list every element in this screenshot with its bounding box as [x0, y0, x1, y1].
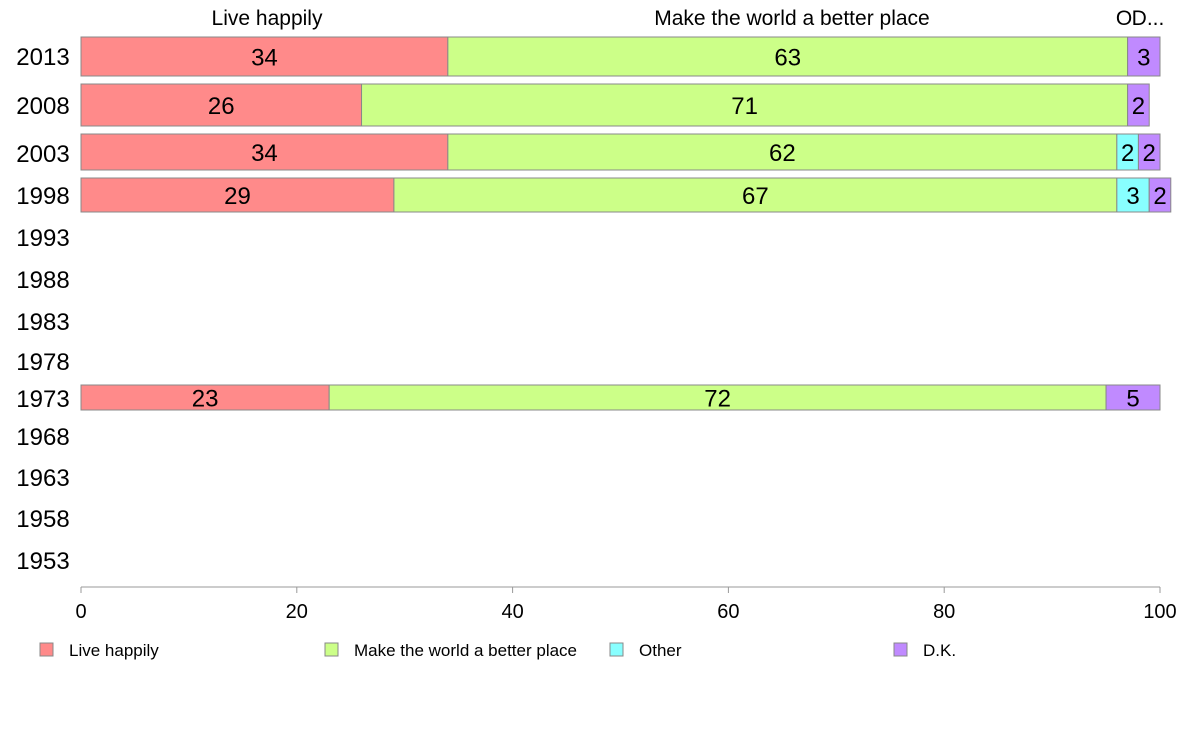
bar-segment	[80, 384, 330, 411]
legend-label: Other	[639, 641, 682, 660]
bar-segment	[80, 133, 449, 171]
bar-value-label: 62	[769, 140, 796, 167]
bar-value-label: 3	[1137, 45, 1150, 72]
bar-segment	[1116, 177, 1150, 213]
column-header-label: Make the world a better place	[654, 7, 929, 30]
year-label: 2003	[16, 141, 69, 168]
x-tick-label: 40	[501, 601, 523, 623]
bar-value-label: 26	[208, 93, 235, 120]
column-header-label: O	[1116, 7, 1132, 30]
bar-value-label: 2	[1132, 93, 1145, 120]
legend-label: D.K.	[923, 641, 956, 660]
legend-swatch	[893, 642, 908, 657]
bar-segment	[447, 36, 1129, 77]
column-header-label: D...	[1132, 7, 1165, 30]
year-label: 1993	[16, 225, 69, 252]
bar-value-label: 71	[731, 93, 758, 120]
year-label: 1988	[16, 267, 69, 294]
bar-segment	[80, 36, 449, 77]
legend-swatch	[39, 642, 54, 657]
bar-value-label: 3	[1126, 183, 1139, 210]
bar-segment	[1148, 177, 1172, 213]
bar-segment	[1105, 384, 1161, 411]
year-label: 1973	[16, 386, 69, 413]
year-label: 2013	[16, 44, 69, 71]
bar-value-label: 2	[1143, 140, 1156, 167]
x-tick-label: 0	[75, 601, 86, 623]
bar-segment	[1127, 83, 1150, 127]
year-label: 1978	[16, 349, 69, 376]
bar-segment	[393, 177, 1118, 213]
legend-label: Make the world a better place	[354, 641, 577, 660]
year-label: 1998	[16, 183, 69, 210]
bar-segment	[1137, 133, 1161, 171]
bar-value-label: 2	[1121, 140, 1134, 167]
bar-value-label: 29	[224, 183, 251, 210]
legend-swatch	[609, 642, 624, 657]
bar-value-label: 67	[742, 183, 769, 210]
bar-value-label: 34	[251, 140, 278, 167]
x-tick-label: 100	[1143, 601, 1176, 623]
bar-segment	[447, 133, 1118, 171]
bar-value-label: 63	[774, 45, 801, 72]
x-tick-label: 20	[286, 601, 308, 623]
year-label: 1968	[16, 424, 69, 451]
x-tick-label: 60	[717, 601, 739, 623]
year-label: 1983	[16, 309, 69, 336]
year-label: 1953	[16, 548, 69, 575]
bar-value-label: 34	[251, 45, 278, 72]
column-header-label: Live happily	[212, 7, 323, 30]
legend-swatch	[324, 642, 339, 657]
bar-value-label: 2	[1153, 183, 1166, 210]
bar-segment	[361, 83, 1129, 127]
bar-value-label: 5	[1126, 386, 1139, 413]
bar-segment	[80, 83, 363, 127]
x-tick-label: 80	[933, 601, 955, 623]
bar-value-label: 72	[704, 386, 731, 413]
year-label: 1958	[16, 506, 69, 533]
bar-segment	[1127, 36, 1161, 77]
year-label: 1963	[16, 465, 69, 492]
legend-label: Live happily	[69, 641, 159, 660]
year-label: 2008	[16, 93, 69, 120]
bar-segment	[80, 177, 395, 213]
bar-value-label: 23	[192, 386, 219, 413]
